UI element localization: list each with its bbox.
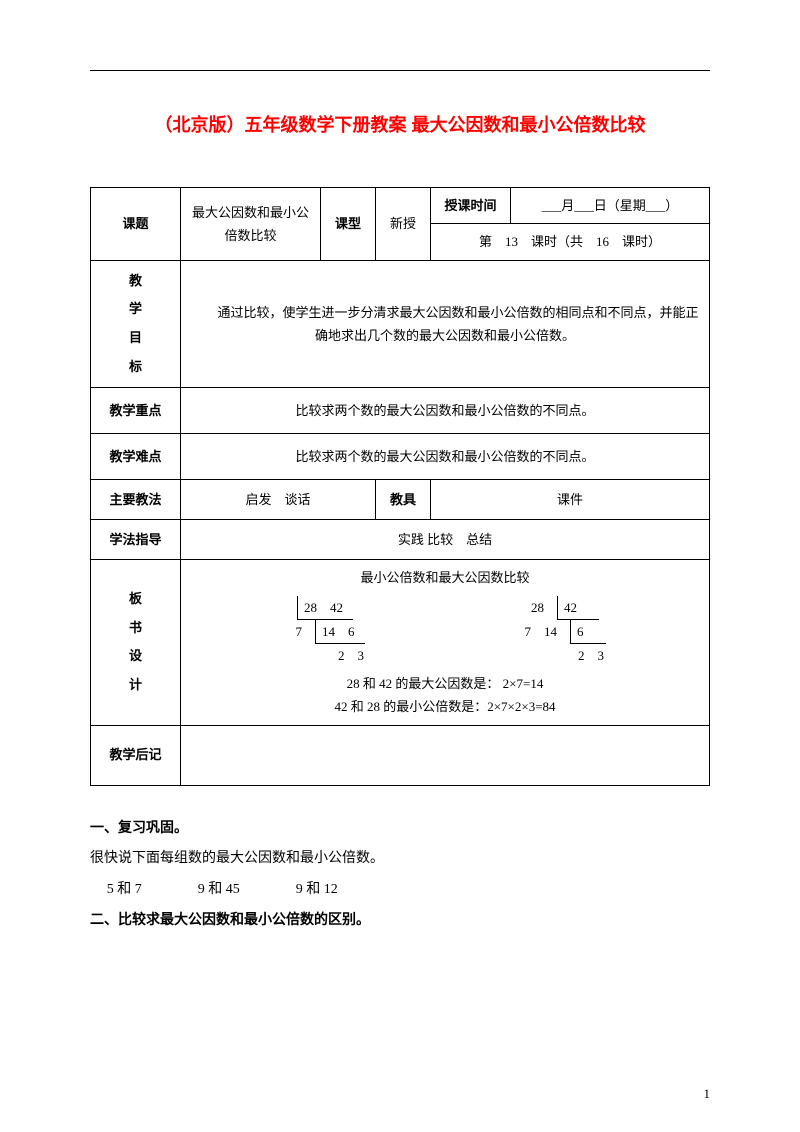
diff-text: 比较求两个数的最大公因数和最小公倍数的不同点。 <box>181 434 710 480</box>
section-1: 一、复习巩固。 很快说下面每组数的最大公因数和最小公倍数。 5 和 7 9 和 … <box>90 814 710 937</box>
goal-text: 通过比较，使学生进一步分清求最大公因数和最小公倍数的相同点和不同点，并能正确地求… <box>181 260 710 387</box>
table-row: 板书设计 最小公倍数和最大公因数比较 28 42 7 14 6 2 3 28 4… <box>91 560 710 725</box>
diff-label: 教学难点 <box>91 434 181 480</box>
lcm-line: 42 和 28 的最小公倍数是：2×7×2×3=84 <box>191 695 699 718</box>
classtype-label: 课型 <box>321 188 376 261</box>
section-1-nums: 5 和 7 9 和 45 9 和 12 <box>90 875 710 906</box>
calc-divline: 28 42 <box>297 596 353 620</box>
teachtime-label: 授课时间 <box>431 188 511 224</box>
key-label: 教学重点 <box>91 388 181 434</box>
table-row: 教学难点 比较求两个数的最大公因数和最小公倍数的不同点。 <box>91 434 710 480</box>
goal-label: 教学目标 <box>91 260 181 387</box>
table-row: 学法指导 实践 比较 总结 <box>91 520 710 560</box>
section-1-heading: 一、复习巩固。 <box>90 814 710 845</box>
board-title: 最小公倍数和最大公因数比较 <box>191 566 699 589</box>
section-2-heading: 二、比较求最大公因数和最小公倍数的区别。 <box>90 906 710 937</box>
classtype-value: 新授 <box>376 188 431 261</box>
table-row: 教学重点 比较求两个数的最大公因数和最小公倍数的不同点。 <box>91 388 710 434</box>
table-row: 教学后记 <box>91 725 710 785</box>
table-row: 教学目标 通过比较，使学生进一步分清求最大公因数和最小公倍数的相同点和不同点，并… <box>91 260 710 387</box>
calc-text: 7 <box>295 624 315 639</box>
after-label: 教学后记 <box>91 725 181 785</box>
calc-text: 7 14 <box>524 624 570 639</box>
calc-divline: 6 <box>570 620 606 644</box>
guide-text: 实践 比较 总结 <box>181 520 710 560</box>
table-row: 主要教法 启发 谈话 教具 课件 <box>91 480 710 520</box>
tool-label: 教具 <box>376 480 431 520</box>
calc-divline: 14 6 <box>315 620 365 644</box>
doc-title: （北京版）五年级数学下册教案 最大公因数和最小公倍数比较 <box>90 111 710 137</box>
method-label: 主要教法 <box>91 480 181 520</box>
method-text: 启发 谈话 <box>181 480 376 520</box>
after-content <box>181 725 710 785</box>
board-content: 最小公倍数和最大公因数比较 28 42 7 14 6 2 3 28 42 7 1… <box>181 560 710 725</box>
lesson-plan-table: 课题 最大公因数和最小公倍数比较 课型 新授 授课时间 ___月___日（星期_… <box>90 187 710 786</box>
tool-text: 课件 <box>431 480 710 520</box>
top-rule <box>90 70 710 71</box>
table-row: 课题 最大公因数和最小公倍数比较 课型 新授 授课时间 ___月___日（星期_… <box>91 188 710 224</box>
calc-text: 2 3 <box>338 648 364 663</box>
calc-row: 28 42 7 14 6 2 3 28 42 7 14 6 2 3 <box>191 596 699 668</box>
guide-label: 学法指导 <box>91 520 181 560</box>
calc-text: 28 <box>531 600 557 615</box>
page-number: 1 <box>704 1086 711 1102</box>
gcf-line: 28 和 42 的最大公因数是： 2×7=14 <box>191 672 699 695</box>
key-text: 比较求两个数的最大公因数和最小公倍数的不同点。 <box>181 388 710 434</box>
calc-left: 28 42 7 14 6 2 3 <box>245 596 405 668</box>
calc-right: 28 42 7 14 6 2 3 <box>485 596 645 668</box>
calc-text: 2 3 <box>578 648 604 663</box>
topic-label: 课题 <box>91 188 181 261</box>
section-1-body: 很快说下面每组数的最大公因数和最小公倍数。 <box>90 844 710 875</box>
calc-divline: 42 <box>557 596 599 620</box>
topic-value: 最大公因数和最小公倍数比较 <box>181 188 321 261</box>
period-value: 第 13 课时（共 16 课时） <box>431 224 710 260</box>
teachtime-value: ___月___日（星期___） <box>511 188 710 224</box>
board-label: 板书设计 <box>91 560 181 725</box>
